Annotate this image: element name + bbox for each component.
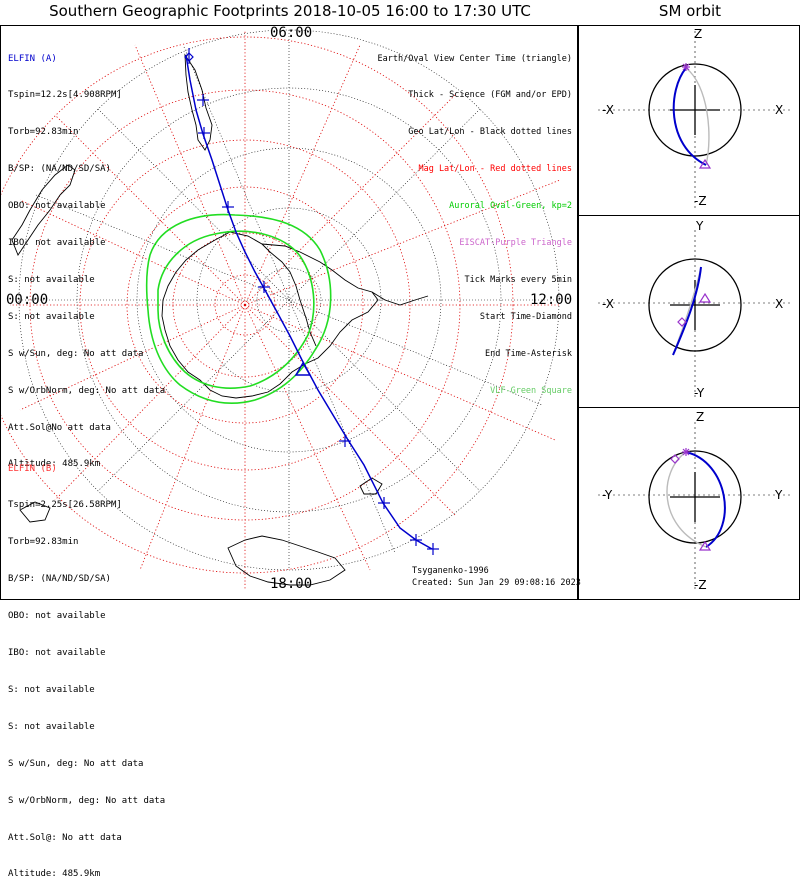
auroral-oval [145,213,332,404]
elfin-b-line: B/SP: (NA/ND/SD/SA) [8,574,111,585]
legend-item: VLF-Green Square [490,385,572,396]
mag-grid [1,30,561,590]
elfin-b-line: IBO: not available [8,648,106,659]
sm3-bottom-label: -Z [694,578,707,592]
elfin-b-line: OBO: not available [8,611,106,622]
legend-item: Earth/Oval View Center Time (triangle) [377,53,572,64]
legend-item: EISCAT-Purple Triangle [459,238,572,249]
elfin-a-line: S w/Sun, deg: No att data [8,348,144,359]
elfin-b-line: Att.Sol@: No att data [8,832,122,843]
elfin-a-line: Altitude: 485.9km [8,459,101,470]
hour-label-top: 06:00 [270,25,313,41]
sm2-bottom-label: -Y [694,386,705,400]
created-label: Created: Sun Jan 29 09:08:16 2023 [412,578,581,588]
elfin-a-line: OBO: not available [8,201,106,212]
plot-title: Southern Geographic Footprints 2018-10-0… [49,2,531,20]
elfin-b-line: S: not available [8,684,95,695]
orbit-footprint-line [185,54,433,550]
sm3-right-label: Y [775,488,783,502]
elfin-a-track [184,48,439,555]
sm-orbit-title: SM orbit [658,2,722,20]
elfin-b-name: ELFIN (B) [8,463,57,474]
sm1-left-label: -X [602,103,614,117]
sm2-left-label: -X [602,297,614,311]
legend-item: Mag Lat/Lon - Red dotted lines [418,164,572,175]
sm-plot-xy [598,230,793,400]
elfin-a-line: B/SP: (NA/ND/SD/SA) [8,164,111,175]
elfin-b-info: ELFIN (B) Tspin=2.25s[26.58RPM] Torb=92.… [8,438,165,893]
elfin-b-line: S: not available [8,721,95,732]
sm1-bottom-label: -Z [694,194,707,208]
hour-label-left: 00:00 [6,292,49,308]
model-label: Tsyganenko-1996 [412,566,489,576]
elfin-b-line: Tspin=2.25s[26.58RPM] [8,500,122,511]
legend-item: Thick - Science (FGM and/or EPD) [408,90,572,101]
view-center-triangle [294,361,312,376]
elfin-a-info: ELFIN (A) Tspin=12.2s[4.908RPM] Torb=92.… [8,28,165,483]
elfin-a-line: Att.Sol@No att data [8,422,111,433]
elfin-a-name: ELFIN (A) [8,53,57,64]
hour-label-bottom: 18:00 [270,576,313,592]
coastlines [11,53,429,586]
tick-marks [197,94,439,555]
sm1-top-label: Z [694,27,703,41]
elfin-a-line: IBO: not available [8,238,106,249]
sm-plot-yz [598,422,793,592]
elfin-a-line: Torb=92.83min [8,127,79,138]
legend-item: Start Time-Diamond [479,311,572,322]
legend-item: End Time-Asterisk [485,348,572,359]
sm2-right-label: X [775,297,784,311]
sm2-top-label: Y [696,219,704,233]
sm3-top-label: Z [696,410,705,424]
elfin-b-line: Altitude: 485.9km [8,869,101,880]
legend-item: Auroral Oval-Green, kp=2 [449,201,572,212]
geo-grid [18,29,560,571]
elfin-a-line: Tspin=12.2s[4.908RPM] [8,90,122,101]
elfin-b-line: S w/OrbNorm, deg: No att data [8,795,166,806]
hour-label-right: 12:00 [530,292,573,308]
footprint-map [1,29,561,590]
elfin-a-line: S: not available [8,311,95,322]
sm1-right-label: X [775,103,784,117]
elfin-b-line: Torb=92.83min [8,537,79,548]
legend-item: Tick Marks every 5min [464,274,572,285]
legend-item: Geo Lat/Lon - Black dotted lines [408,127,572,138]
start-diamond [184,52,194,62]
sm-plot-xz [598,31,793,210]
sm3-left-label: -Y [602,488,613,502]
map-legend: Earth/Oval View Center Time (triangle) T… [378,28,572,409]
elfin-a-line: S w/OrbNorm, deg: No att data [8,385,166,396]
elfin-b-line: S w/Sun, deg: No att data [8,758,144,769]
elfin-a-line: S: not available [8,274,95,285]
